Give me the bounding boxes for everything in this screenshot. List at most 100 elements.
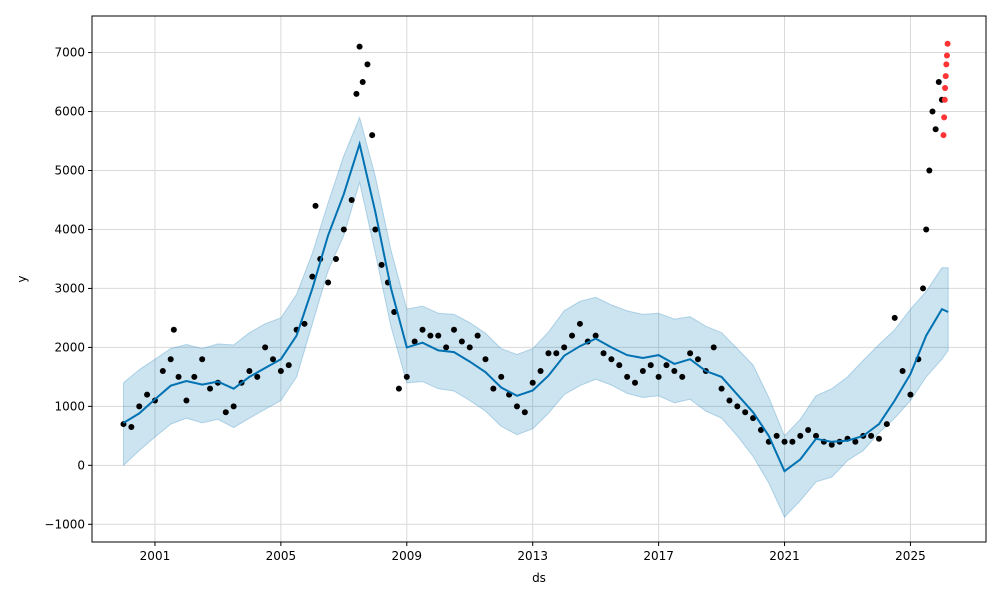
observation-point — [513, 403, 520, 410]
observation-point — [561, 344, 568, 351]
observation-point — [726, 397, 733, 404]
observation-point — [632, 379, 639, 386]
observation-point — [899, 367, 906, 374]
observation-point — [403, 373, 410, 380]
observation-point — [419, 326, 426, 333]
observation-point — [301, 320, 308, 327]
observation-point — [411, 338, 418, 345]
y-tick-label: 2000 — [54, 340, 85, 354]
observation-point — [395, 385, 402, 392]
observation-point — [199, 356, 206, 363]
observation-point — [325, 279, 332, 286]
x-axis-label: ds — [532, 571, 546, 585]
observation-point — [932, 126, 939, 133]
observation-point — [270, 356, 277, 363]
observation-point — [923, 226, 930, 233]
observation-point — [907, 391, 914, 398]
highlighted-point — [943, 61, 950, 68]
x-tick-label: 2017 — [643, 549, 674, 563]
plot-frame — [91, 15, 987, 543]
observation-point — [443, 344, 450, 351]
observation-point — [498, 373, 505, 380]
observation-point — [332, 255, 339, 262]
observation-point — [222, 409, 229, 416]
observation-point — [734, 403, 741, 410]
y-tick-label: 4000 — [54, 222, 85, 236]
observation-point — [175, 373, 182, 380]
observation-point — [435, 332, 442, 339]
x-tick-label: 2025 — [895, 549, 926, 563]
observation-point — [694, 356, 701, 363]
observation-point — [466, 344, 473, 351]
x-tick-label: 2009 — [392, 549, 423, 563]
observation-point — [742, 409, 749, 416]
highlighted-point — [944, 40, 951, 47]
observation-point — [781, 438, 788, 445]
y-tick-label: 0 — [77, 458, 85, 472]
y-tick-label: 5000 — [54, 163, 85, 177]
observation-point — [773, 432, 780, 439]
observation-point — [805, 426, 812, 433]
observation-point — [356, 43, 363, 50]
observation-point — [852, 438, 859, 445]
grid — [92, 16, 986, 542]
observation-point — [545, 350, 552, 357]
observation-point — [828, 441, 835, 448]
uncertainty-band — [123, 115, 949, 519]
observation-point — [427, 332, 434, 339]
observation-point — [170, 326, 177, 333]
observation-point — [230, 403, 237, 410]
observation-point — [191, 373, 198, 380]
observation-point — [167, 356, 174, 363]
observation-point — [537, 367, 544, 374]
observation-point — [592, 332, 599, 339]
observation-point — [929, 108, 936, 115]
observation-point — [797, 432, 804, 439]
y-tick-label: 6000 — [54, 105, 85, 119]
observation-point — [312, 202, 319, 209]
observation-point — [710, 344, 717, 351]
observation-point — [553, 350, 560, 357]
observation-point — [246, 367, 253, 374]
observation-point — [718, 385, 725, 392]
observation-point — [490, 385, 497, 392]
uncertainty-band-layer — [123, 115, 949, 519]
observation-point — [482, 356, 489, 363]
observation-point — [868, 432, 875, 439]
observation-point — [679, 373, 686, 380]
observation-point — [935, 79, 942, 86]
observation-point — [750, 415, 757, 422]
highlighted-point — [940, 132, 947, 139]
observation-point — [813, 432, 820, 439]
observation-point — [359, 79, 366, 86]
observation-point — [757, 426, 764, 433]
observation-point — [391, 309, 398, 316]
observation-point — [378, 261, 385, 268]
observation-point — [569, 332, 576, 339]
y-tick-label: 1000 — [54, 399, 85, 413]
highlighted-point — [942, 73, 949, 80]
observation-point — [521, 409, 528, 416]
observation-point — [372, 226, 379, 233]
y-tick-label: −1000 — [44, 517, 85, 531]
observation-point — [183, 397, 190, 404]
observation-point — [608, 356, 615, 363]
observation-point — [285, 362, 292, 369]
observation-point — [348, 196, 355, 203]
observation-point — [576, 320, 583, 327]
observation-point — [529, 379, 536, 386]
observation-point — [364, 61, 371, 68]
y-tick-label: 3000 — [54, 281, 85, 295]
observation-point — [451, 326, 458, 333]
y-axis-label: y — [15, 275, 29, 282]
observation-point — [647, 362, 654, 369]
observation-point — [600, 350, 607, 357]
observation-point — [875, 435, 882, 442]
observation-point — [136, 403, 143, 410]
observation-point — [128, 424, 135, 431]
observation-point — [262, 344, 269, 351]
forecast-line-layer — [122, 140, 949, 473]
observation-point — [474, 332, 481, 339]
observation-point — [309, 273, 316, 280]
